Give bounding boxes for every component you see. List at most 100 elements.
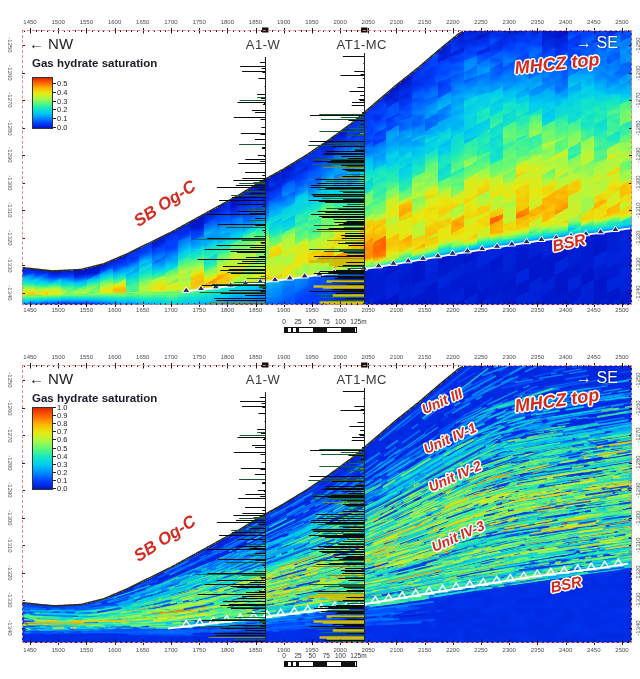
colorbar-tick [53, 423, 56, 424]
y-tick-label: -1340 [7, 285, 13, 300]
x-tick-label: 1900 [277, 307, 290, 313]
x-tick-label: 1950 [305, 19, 318, 25]
colorbar-tick [53, 127, 56, 128]
x-tick-label: 1700 [164, 19, 177, 25]
x-tick-label: 2250 [474, 307, 487, 313]
x-tick-label: 1600 [108, 647, 121, 653]
x-tick-label: 1550 [80, 647, 93, 653]
x-tick-label: 1750 [192, 354, 205, 360]
x-tick-label: 1950 [305, 354, 318, 360]
x-tick-label: 2400 [559, 354, 572, 360]
colorbar-tick [53, 480, 56, 481]
scale-bar-label: 25 [294, 318, 301, 325]
x-tick-label: 2450 [587, 307, 600, 313]
colorbar-tick [53, 448, 56, 449]
x-tick-label: 1650 [136, 354, 149, 360]
x-tick-label: 2300 [503, 647, 516, 653]
x-tick-label: 1450 [23, 307, 36, 313]
y-tick-label: -1320 [635, 565, 640, 580]
colorbar-tick [53, 83, 56, 84]
x-tick-label: 2250 [474, 647, 487, 653]
x-tick-label: 1550 [80, 307, 93, 313]
scale-bar-label: 75 [323, 652, 330, 659]
y-tick-label: -1280 [635, 120, 640, 135]
y-tick-label: -1310 [635, 203, 640, 218]
well-label: AT1-MC [337, 37, 387, 52]
y-tick-label: -1310 [7, 203, 13, 218]
x-tick-label: 2500 [615, 647, 628, 653]
scale-bar-label: 100 [335, 318, 346, 325]
x-tick-label: 2000 [333, 354, 346, 360]
y-tick-label: -1250 [635, 372, 640, 387]
x-tick-label: 2400 [559, 19, 572, 25]
colorbar-tick [53, 92, 56, 93]
x-tick-label: 2100 [390, 19, 403, 25]
x-tick-label: 2100 [390, 307, 403, 313]
direction-label-nw: ← NW [29, 35, 73, 52]
y-tick-label: -1280 [635, 455, 640, 470]
direction-label-nw: ← NW [29, 370, 73, 387]
x-tick-label: 2150 [418, 19, 431, 25]
x-tick-label: 1450 [23, 647, 36, 653]
x-tick-label: 2200 [446, 307, 459, 313]
x-tick-label: 2050 [362, 354, 375, 360]
x-tick-label: 2000 [333, 19, 346, 25]
colorbar-tick [53, 456, 56, 457]
x-tick-label: 1700 [164, 647, 177, 653]
x-tick-label: 2000 [333, 307, 346, 313]
y-tick-label: -1290 [7, 483, 13, 498]
y-tick-label: -1300 [7, 175, 13, 190]
x-tick-label: 2150 [418, 307, 431, 313]
x-tick-label: 2200 [446, 354, 459, 360]
colorbar-tick [53, 488, 56, 489]
colorbar-tick-label: 0.5 [57, 79, 67, 88]
y-tick-label: -1310 [7, 538, 13, 553]
scale-bar-segment [341, 662, 355, 666]
x-tick-label: 1650 [136, 19, 149, 25]
colorbar-tick-label: 0.0 [57, 484, 67, 493]
y-tick-label: -1340 [635, 620, 640, 635]
x-tick-label: 1600 [108, 307, 121, 313]
y-tick-label: -1320 [635, 230, 640, 245]
scale-bar-label: 25 [294, 652, 301, 659]
x-tick-label: 2250 [474, 354, 487, 360]
x-tick-label: 2450 [587, 19, 600, 25]
x-tick-label: 1700 [164, 307, 177, 313]
x-tick-label: 2150 [418, 647, 431, 653]
colorbar-tick [53, 407, 56, 408]
colorbar-tick-label: 0.4 [57, 87, 67, 96]
y-tick-label: -1270 [635, 92, 640, 107]
x-tick-label: 2350 [531, 647, 544, 653]
scale-bar-graphic [284, 327, 357, 333]
x-tick-label: 2200 [446, 647, 459, 653]
x-tick-label: 2500 [615, 354, 628, 360]
x-tick-label: 2500 [615, 307, 628, 313]
x-tick-label: 1550 [80, 19, 93, 25]
scale-bar-segment [327, 662, 341, 666]
colorbar-tick [53, 415, 56, 416]
well-label: A1-W [246, 372, 281, 387]
x-tick-label: 1900 [277, 354, 290, 360]
x-tick-label: 2300 [503, 307, 516, 313]
scale-bar-label: 125m [350, 652, 366, 659]
scale-bar-segment [313, 328, 327, 332]
y-tick-label: -1250 [7, 37, 13, 52]
x-tick-label: 2350 [531, 307, 544, 313]
x-tick-label: 2350 [531, 354, 544, 360]
well-label: AT1-MC [337, 372, 387, 387]
y-tick-label: -1290 [635, 483, 640, 498]
colorbar-tick [53, 109, 56, 110]
colorbar [32, 407, 53, 490]
scale-bar-label: 75 [323, 318, 330, 325]
scale-bar-label: 125m [350, 318, 366, 325]
x-tick-label: 1750 [192, 647, 205, 653]
y-tick-label: -1280 [7, 120, 13, 135]
scale-bar-segment [299, 328, 313, 332]
y-tick-label: -1290 [635, 148, 640, 163]
colorbar-tick-label: 0.0 [57, 123, 67, 132]
x-tick-label: 1650 [136, 307, 149, 313]
x-tick-label: 2300 [503, 354, 516, 360]
scale-bar: 0255075100125m [284, 652, 374, 668]
x-tick-label: 2300 [503, 19, 516, 25]
x-tick-label: 1750 [192, 19, 205, 25]
